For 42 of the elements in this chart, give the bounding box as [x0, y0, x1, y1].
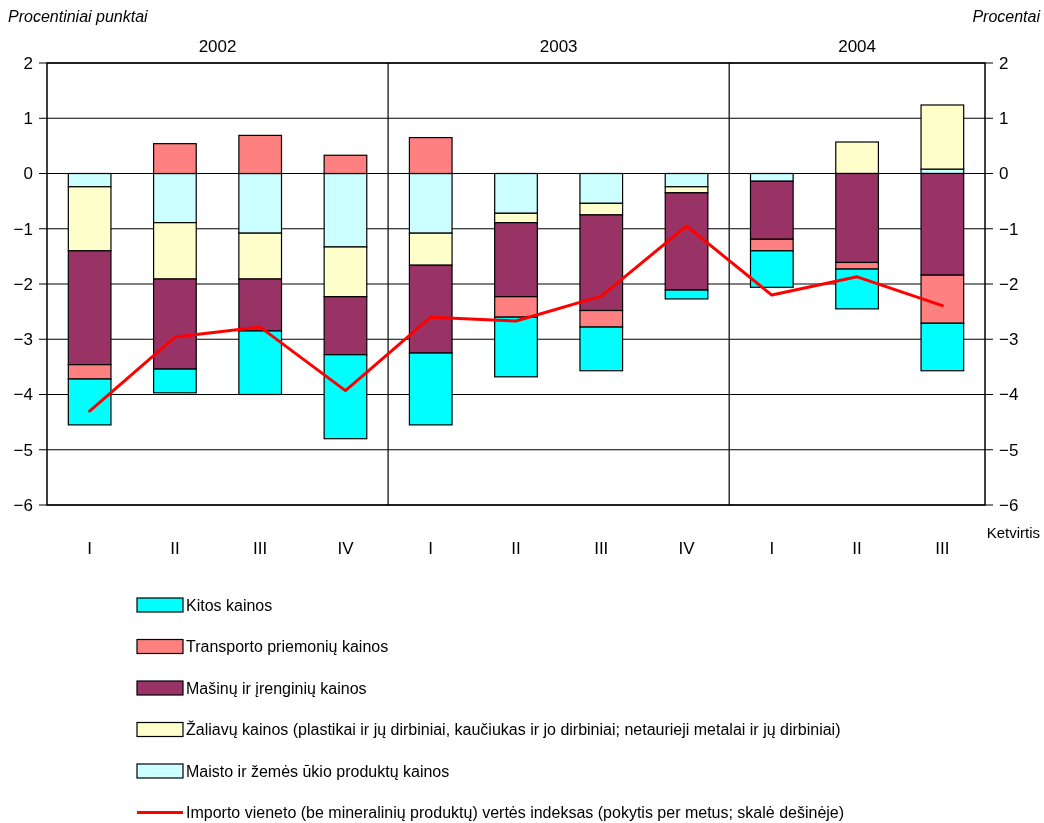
legend-label: Mašinų ir įrenginių kainos: [186, 679, 367, 697]
x-tick-label: I: [769, 539, 775, 558]
y-tick-label: −5: [13, 440, 33, 460]
y2-tick-label: 1: [999, 109, 1009, 129]
y-tick-label: −1: [13, 219, 33, 239]
y-tick-label: 2: [23, 53, 33, 73]
x-tick-label: II: [852, 539, 862, 558]
legend-label: Importo vieneto (be mineralinių produktų) vertės indeksas (pokytis per metus; skalė dešinėje): [186, 804, 845, 822]
y2-tick-label: −5: [999, 440, 1019, 460]
y2-tick-label: −3: [999, 330, 1019, 350]
x-tick-label: IV: [337, 539, 355, 558]
y-tick-label: 0: [23, 164, 33, 184]
text: 2003: [539, 37, 578, 56]
x-tick-label: I: [87, 539, 92, 558]
y2-tick-label: 2: [999, 53, 1009, 73]
y-axis-title: Procentiniai punktai: [8, 8, 149, 25]
y2-tick-label: −6: [999, 495, 1019, 515]
y2-tick-label: −1: [999, 219, 1019, 239]
x-axis-title: Ketvirtis: [986, 524, 1040, 541]
y2-axis-title: Procentai: [972, 8, 1041, 25]
legend-label: Kitos kainos: [186, 596, 273, 614]
y-tick-label: 1: [23, 109, 33, 129]
y2-tick-label: 0: [999, 164, 1009, 184]
x-tick-label: III: [253, 539, 268, 558]
x-tick-label: III: [594, 539, 609, 558]
y-tick-label: −4: [13, 385, 33, 405]
legend-label: Transporto priemonių kainos: [186, 638, 389, 656]
line-series: [88, 224, 944, 413]
y2-tick-label: −2: [999, 274, 1019, 294]
text: 2002: [198, 37, 237, 56]
x-tick-label: I: [428, 539, 434, 558]
text: 2004: [838, 37, 876, 56]
y-tick-label: −3: [13, 330, 33, 350]
x-tick-label: III: [935, 539, 950, 558]
legend-label: Žaliavų kainos (plastikai ir jų dirbiniai, kaučiukas ir jo dirbiniai; netaurieji metalai ir jų dirbiniai): [186, 720, 841, 739]
y-tick-label: −2: [13, 274, 33, 294]
x-tick-label: II: [170, 539, 180, 558]
y-tick-label: −6: [13, 495, 33, 515]
x-tick-label: IV: [678, 539, 696, 558]
y2-tick-label: −4: [999, 385, 1019, 405]
x-tick-label: II: [511, 539, 521, 558]
legend-label: Maisto ir žemės ūkio produktų kainos: [186, 762, 450, 780]
